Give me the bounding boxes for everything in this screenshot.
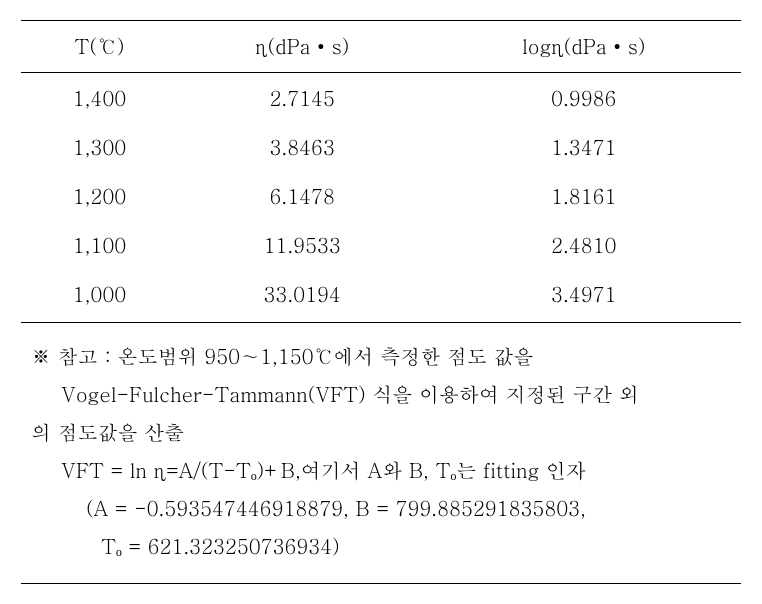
viscosity-table: T(℃) η(dPa • s) logη(dPa • s) 1,400 2.71…: [21, 20, 741, 323]
note-line: (A = -0.593547446918879, B = 799.8852918…: [31, 489, 731, 527]
cell-temp: 1,100: [21, 220, 178, 269]
cell-eta: 3.8463: [178, 122, 427, 171]
cell-temp: 1,300: [21, 122, 178, 171]
col-header-temp: T(℃): [21, 21, 178, 73]
note-line: Vogel-Fulcher-Tammann(VFT) 식을 이용하여 지정된 구…: [31, 375, 731, 413]
page-container: T(℃) η(dPa • s) logη(dPa • s) 1,400 2.71…: [21, 20, 741, 584]
note-line: ※ 참고 : 온도범위 950∼1,150℃에서 측정한 점도 값을: [31, 337, 731, 375]
note-line: VFT = ln η=A/(T-Tₒ)+B,여기서 A와 B, Tₒ는 fitt…: [31, 451, 731, 489]
table-row: 1,100 11.9533 2.4810: [21, 220, 741, 269]
table-row: 1,000 33.0194 3.4971: [21, 269, 741, 323]
cell-logeta: 3.4971: [427, 269, 742, 323]
col-header-logeta: logη(dPa • s): [427, 21, 742, 73]
cell-eta: 2.7145: [178, 73, 427, 123]
cell-logeta: 1.3471: [427, 122, 742, 171]
table-header-row: T(℃) η(dPa • s) logη(dPa • s): [21, 21, 741, 73]
note-line: 의 점도값을 산출: [31, 413, 731, 451]
note-line: Tₒ = 621.323250736934): [31, 527, 731, 565]
table-row: 1,300 3.8463 1.3471: [21, 122, 741, 171]
cell-logeta: 1.8161: [427, 171, 742, 220]
cell-eta: 33.0194: [178, 269, 427, 323]
note-section: ※ 참고 : 온도범위 950∼1,150℃에서 측정한 점도 값을 Vogel…: [21, 323, 741, 584]
table-row: 1,400 2.7145 0.9986: [21, 73, 741, 123]
cell-logeta: 0.9986: [427, 73, 742, 123]
cell-eta: 11.9533: [178, 220, 427, 269]
cell-eta: 6.1478: [178, 171, 427, 220]
cell-logeta: 2.4810: [427, 220, 742, 269]
table-row: 1,200 6.1478 1.8161: [21, 171, 741, 220]
cell-temp: 1,000: [21, 269, 178, 323]
cell-temp: 1,200: [21, 171, 178, 220]
col-header-eta: η(dPa • s): [178, 21, 427, 73]
cell-temp: 1,400: [21, 73, 178, 123]
